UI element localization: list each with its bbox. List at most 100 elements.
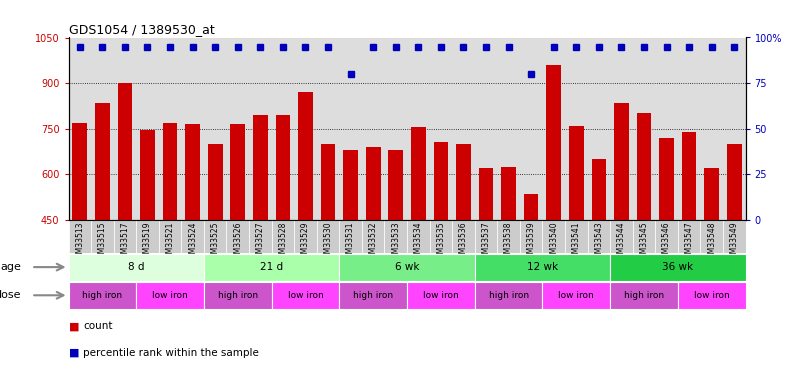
Bar xyxy=(95,103,110,220)
Bar xyxy=(497,220,520,253)
Bar xyxy=(384,220,407,253)
Text: GSM33519: GSM33519 xyxy=(143,222,152,263)
Text: high iron: high iron xyxy=(218,291,258,300)
Text: GSM33515: GSM33515 xyxy=(98,222,107,263)
Bar xyxy=(69,254,204,280)
Text: GSM33548: GSM33548 xyxy=(707,222,717,263)
Text: GSM33547: GSM33547 xyxy=(684,222,694,263)
Bar xyxy=(136,282,204,309)
Bar xyxy=(272,220,294,253)
Bar xyxy=(118,83,132,220)
Bar xyxy=(434,142,448,220)
Text: GSM33539: GSM33539 xyxy=(526,222,536,263)
Bar xyxy=(339,282,407,309)
Bar xyxy=(253,115,268,220)
Bar xyxy=(678,220,700,253)
Text: GSM33544: GSM33544 xyxy=(617,222,626,263)
Text: GSM33540: GSM33540 xyxy=(549,222,559,263)
Bar xyxy=(321,144,335,220)
Bar xyxy=(136,220,159,253)
Bar xyxy=(524,194,538,220)
Bar xyxy=(569,126,584,220)
Text: ■: ■ xyxy=(69,321,79,331)
Text: GSM33532: GSM33532 xyxy=(368,222,378,263)
Text: GSM33538: GSM33538 xyxy=(504,222,513,263)
Text: GSM33527: GSM33527 xyxy=(256,222,265,263)
Text: GSM33541: GSM33541 xyxy=(571,222,581,263)
Text: GSM33535: GSM33535 xyxy=(436,222,446,263)
Bar xyxy=(565,220,588,253)
Text: low iron: low iron xyxy=(288,291,323,300)
Bar xyxy=(704,168,719,220)
Bar xyxy=(588,220,610,253)
Bar xyxy=(208,144,222,220)
Bar xyxy=(452,220,475,253)
Bar xyxy=(501,166,516,220)
Bar xyxy=(682,132,696,220)
Text: GSM33533: GSM33533 xyxy=(391,222,401,263)
Text: GSM33525: GSM33525 xyxy=(210,222,220,263)
Bar xyxy=(140,130,155,220)
Bar xyxy=(163,123,177,220)
Text: GSM33545: GSM33545 xyxy=(639,222,649,263)
Text: GSM33529: GSM33529 xyxy=(301,222,310,263)
Bar xyxy=(723,220,746,253)
Bar xyxy=(411,127,426,220)
Bar xyxy=(231,124,245,220)
Text: 8 d: 8 d xyxy=(128,262,144,272)
Bar xyxy=(633,220,655,253)
Text: 21 d: 21 d xyxy=(260,262,283,272)
Bar xyxy=(185,124,200,220)
Bar xyxy=(73,123,87,220)
Text: high iron: high iron xyxy=(82,291,123,300)
Text: 36 wk: 36 wk xyxy=(663,262,693,272)
Text: GSM33526: GSM33526 xyxy=(233,222,243,263)
Bar xyxy=(407,282,475,309)
Bar xyxy=(91,220,114,253)
Text: age: age xyxy=(0,262,21,272)
Text: dose: dose xyxy=(0,290,21,300)
Bar xyxy=(272,282,339,309)
Bar xyxy=(430,220,452,253)
Bar xyxy=(542,282,610,309)
Text: low iron: low iron xyxy=(152,291,188,300)
Text: ■: ■ xyxy=(69,348,79,357)
Bar xyxy=(343,150,358,220)
Text: high iron: high iron xyxy=(624,291,664,300)
Bar xyxy=(700,220,723,253)
Text: GSM33534: GSM33534 xyxy=(413,222,423,263)
Bar xyxy=(678,282,746,309)
Text: GSM33546: GSM33546 xyxy=(662,222,671,263)
Bar xyxy=(727,144,742,220)
Bar xyxy=(475,254,610,280)
Text: count: count xyxy=(83,321,113,331)
Text: GSM33536: GSM33536 xyxy=(459,222,468,263)
Text: GDS1054 / 1389530_at: GDS1054 / 1389530_at xyxy=(69,23,214,36)
Bar xyxy=(388,150,403,220)
Bar xyxy=(226,220,249,253)
Text: GSM33549: GSM33549 xyxy=(729,222,739,263)
Text: GSM33537: GSM33537 xyxy=(481,222,491,263)
Text: GSM33528: GSM33528 xyxy=(278,222,288,263)
Bar xyxy=(339,220,362,253)
Bar xyxy=(610,282,678,309)
Text: GSM33517: GSM33517 xyxy=(120,222,130,263)
Bar xyxy=(520,220,542,253)
Text: GSM33513: GSM33513 xyxy=(75,222,85,263)
Bar xyxy=(542,220,565,253)
Bar xyxy=(339,254,475,280)
Text: GSM33530: GSM33530 xyxy=(323,222,333,263)
Bar xyxy=(317,220,339,253)
Bar xyxy=(181,220,204,253)
Bar xyxy=(475,220,497,253)
Bar xyxy=(655,220,678,253)
Text: 12 wk: 12 wk xyxy=(527,262,558,272)
Text: high iron: high iron xyxy=(353,291,393,300)
Bar xyxy=(592,159,606,220)
Bar xyxy=(475,282,542,309)
Bar xyxy=(204,282,272,309)
Bar xyxy=(546,65,561,220)
Text: percentile rank within the sample: percentile rank within the sample xyxy=(83,348,259,357)
Bar xyxy=(614,103,629,220)
Text: low iron: low iron xyxy=(694,291,729,300)
